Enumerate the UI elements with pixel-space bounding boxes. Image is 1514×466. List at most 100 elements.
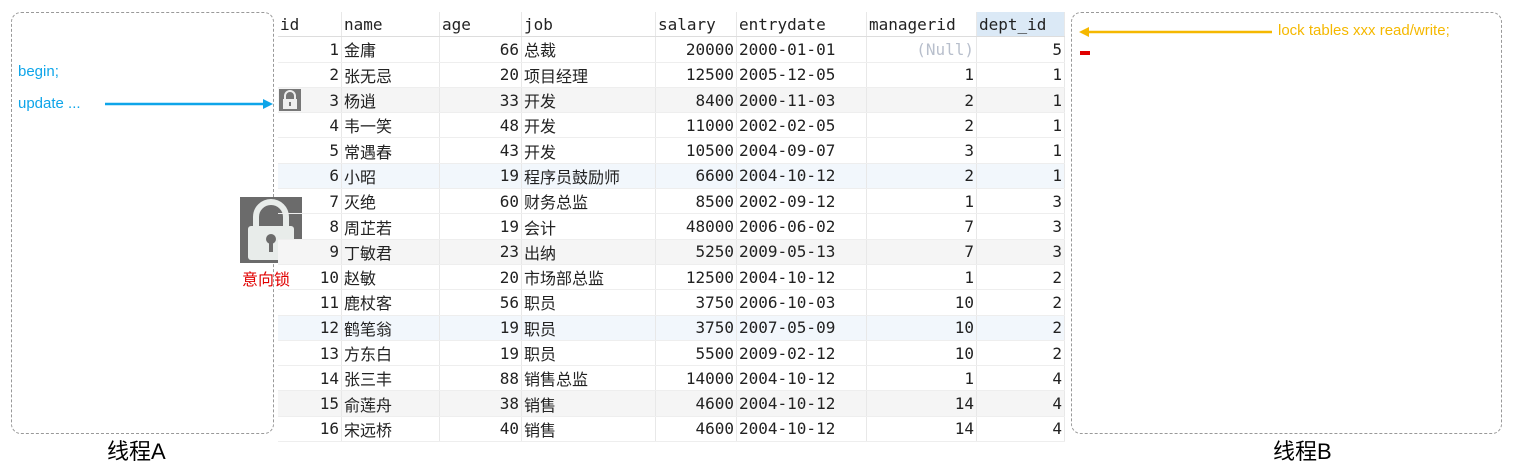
table-row[interactable]: 6 小昭 19 程序员鼓励师 6600 2004-10-12 2 1 [278,163,1065,190]
cell-dept_id[interactable]: 3 [976,239,1065,265]
table-row[interactable]: 15 俞莲舟 38 销售 4600 2004-10-12 14 4 [278,390,1065,417]
cell-salary[interactable]: 5500 [655,340,737,367]
cell-age[interactable]: 19 [439,163,522,190]
cell-age[interactable]: 43 [439,137,522,164]
cell-dept_id[interactable]: 1 [976,112,1065,139]
cell-age[interactable]: 48 [439,112,522,139]
cell-name[interactable]: 鹿杖客 [341,289,440,316]
cell-dept_id[interactable]: 4 [976,365,1065,392]
cell-managerid[interactable]: 2 [866,112,977,139]
cell-entrydate[interactable]: 2004-10-12 [736,163,867,190]
cell-age[interactable]: 40 [439,416,522,443]
column-header-job[interactable]: job [521,12,656,38]
cell-job[interactable]: 出纳 [521,239,656,265]
cell-entrydate[interactable]: 2002-09-12 [736,188,867,215]
cell-dept_id[interactable]: 1 [976,163,1065,190]
cell-job[interactable]: 开发 [521,112,656,139]
cell-age[interactable]: 23 [439,239,522,265]
cell-name[interactable]: 宋远桥 [341,416,440,443]
cell-salary[interactable]: 4600 [655,390,737,417]
table-row[interactable]: 8 周芷若 19 会计 48000 2006-06-02 7 3 [278,213,1065,240]
cell-entrydate[interactable]: 2009-02-12 [736,340,867,367]
cell-id[interactable]: 6 [278,163,342,190]
table-row[interactable]: 1 金庸 66 总裁 20000 2000-01-01 (Null) 5 [278,36,1065,63]
cell-job[interactable]: 总裁 [521,36,656,63]
cell-id[interactable]: 10 [278,264,342,291]
cell-name[interactable]: 张无忌 [341,62,440,88]
cell-name[interactable]: 俞莲舟 [341,390,440,417]
cell-name[interactable]: 杨逍 [341,87,440,114]
column-header-entrydate[interactable]: entrydate [736,12,867,38]
cell-salary[interactable]: 12500 [655,264,737,291]
column-header-name[interactable]: name [341,12,440,38]
cell-job[interactable]: 销售 [521,416,656,443]
cell-age[interactable]: 66 [439,36,522,63]
cell-job[interactable]: 财务总监 [521,188,656,215]
cell-job[interactable]: 销售总监 [521,365,656,392]
cell-job[interactable]: 市场部总监 [521,264,656,291]
cell-name[interactable]: 方东白 [341,340,440,367]
cell-id[interactable]: 1 [278,36,342,63]
cell-id[interactable]: 5 [278,137,342,164]
cell-name[interactable]: 赵敏 [341,264,440,291]
cell-job[interactable]: 会计 [521,213,656,240]
cell-entrydate[interactable]: 2002-02-05 [736,112,867,139]
cell-managerid[interactable]: 10 [866,289,977,316]
cell-dept_id[interactable]: 1 [976,137,1065,164]
table-row[interactable]: 16 宋远桥 40 销售 4600 2004-10-12 14 4 [278,416,1065,443]
cell-entrydate[interactable]: 2006-06-02 [736,213,867,240]
cell-id[interactable]: 4 [278,112,342,139]
column-header-dept_id[interactable]: dept_id [976,12,1065,38]
cell-managerid[interactable]: 1 [866,264,977,291]
table-row[interactable]: 2 张无忌 20 项目经理 12500 2005-12-05 1 1 [278,62,1065,88]
cell-job[interactable]: 职员 [521,289,656,316]
cell-age[interactable]: 19 [439,315,522,341]
cell-salary[interactable]: 4600 [655,416,737,443]
cell-managerid[interactable]: 2 [866,87,977,114]
cell-managerid[interactable]: 10 [866,340,977,367]
cell-name[interactable]: 常遇春 [341,137,440,164]
cell-managerid[interactable]: 10 [866,315,977,341]
cell-age[interactable]: 33 [439,87,522,114]
table-row[interactable]: 7 灭绝 60 财务总监 8500 2002-09-12 1 3 [278,188,1065,215]
cell-id[interactable]: 2 [278,62,342,88]
table-row[interactable]: 3 杨逍 33 开发 8400 2000-11-03 2 1 [278,87,1065,114]
cell-dept_id[interactable]: 2 [976,315,1065,341]
cell-salary[interactable]: 20000 [655,36,737,63]
cell-salary[interactable]: 12500 [655,62,737,88]
cell-entrydate[interactable]: 2009-05-13 [736,239,867,265]
cell-job[interactable]: 销售 [521,390,656,417]
cell-entrydate[interactable]: 2004-10-12 [736,416,867,443]
cell-job[interactable]: 程序员鼓励师 [521,163,656,190]
cell-entrydate[interactable]: 2004-10-12 [736,264,867,291]
cell-salary[interactable]: 3750 [655,289,737,316]
cell-job[interactable]: 职员 [521,315,656,341]
cell-managerid[interactable]: 1 [866,365,977,392]
cell-salary[interactable]: 10500 [655,137,737,164]
cell-managerid[interactable]: 3 [866,137,977,164]
cell-dept_id[interactable]: 2 [976,289,1065,316]
cell-entrydate[interactable]: 2006-10-03 [736,289,867,316]
cell-name[interactable]: 小昭 [341,163,440,190]
cell-age[interactable]: 20 [439,264,522,291]
cell-dept_id[interactable]: 3 [976,213,1065,240]
cell-salary[interactable]: 48000 [655,213,737,240]
cell-managerid[interactable]: 14 [866,416,977,443]
cell-managerid[interactable]: (Null) [866,36,977,63]
cell-entrydate[interactable]: 2004-10-12 [736,390,867,417]
cell-entrydate[interactable]: 2004-09-07 [736,137,867,164]
cell-id[interactable]: 13 [278,340,342,367]
cell-name[interactable]: 张三丰 [341,365,440,392]
cell-age[interactable]: 60 [439,188,522,215]
column-header-managerid[interactable]: managerid [866,12,977,38]
cell-salary[interactable]: 14000 [655,365,737,392]
cell-entrydate[interactable]: 2000-11-03 [736,87,867,114]
cell-name[interactable]: 韦一笑 [341,112,440,139]
cell-id[interactable]: 3 [278,87,342,114]
cell-age[interactable]: 56 [439,289,522,316]
cell-id[interactable]: 7 [278,188,342,215]
cell-salary[interactable]: 8500 [655,188,737,215]
cell-name[interactable]: 金庸 [341,36,440,63]
table-row[interactable]: 12 鹤笔翁 19 职员 3750 2007-05-09 10 2 [278,315,1065,341]
cell-age[interactable]: 19 [439,213,522,240]
